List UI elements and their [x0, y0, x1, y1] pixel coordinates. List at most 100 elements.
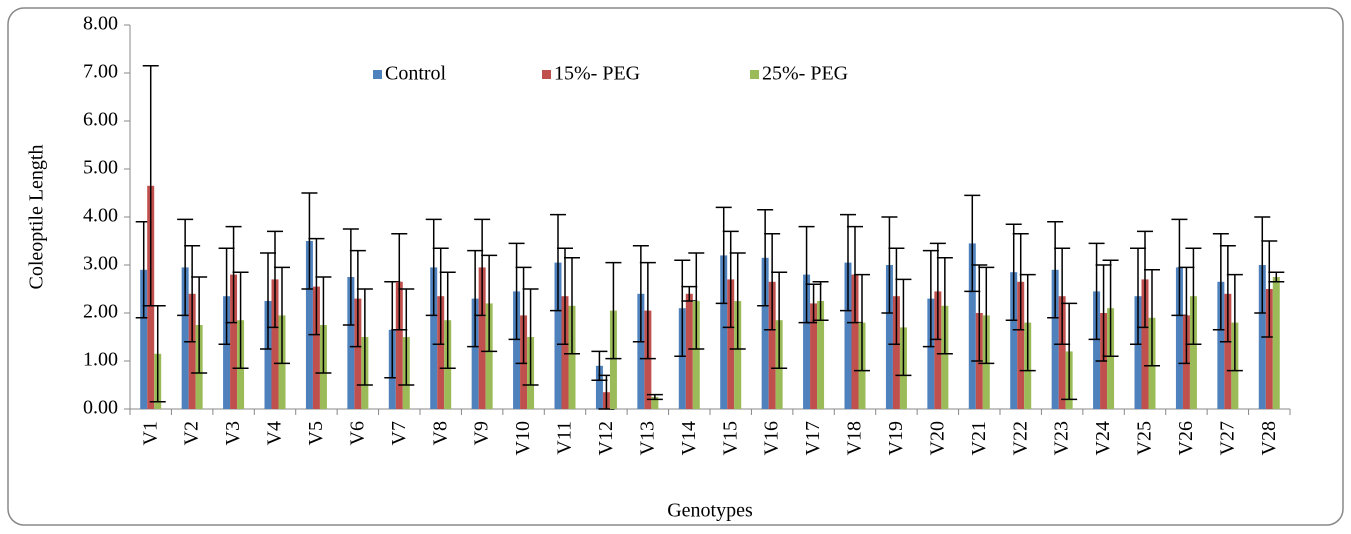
x-tick-label: V8: [429, 421, 451, 445]
x-tick-label: V2: [181, 421, 203, 445]
legend-label: 15%- PEG: [554, 63, 640, 85]
error-bar: [439, 271, 456, 369]
x-tick-label: V23: [1051, 421, 1073, 455]
error-bar: [191, 276, 208, 374]
bar: [140, 269, 148, 409]
error-bar: [398, 288, 415, 386]
bar: [1093, 291, 1101, 409]
bar: [1175, 267, 1183, 409]
error-bar: [391, 233, 408, 331]
y-tick-label: 0.00: [83, 397, 118, 419]
bar: [513, 291, 521, 409]
bar: [430, 267, 438, 409]
bar: [934, 291, 942, 409]
bar: [1224, 293, 1232, 409]
error-bar: [522, 288, 539, 386]
legend-swatch: [373, 70, 382, 79]
y-tick-label: 2.00: [83, 301, 118, 323]
bar: [264, 301, 272, 409]
bar: [1217, 281, 1225, 409]
bar: [892, 296, 900, 409]
x-tick-label: V24: [1092, 421, 1114, 455]
error-bar: [688, 252, 705, 350]
bar: [354, 298, 362, 409]
bar: [271, 279, 279, 409]
bar: [1010, 272, 1018, 409]
error-bar: [356, 288, 373, 386]
y-axis-title: Coleoptile Length: [26, 145, 48, 290]
error-bar: [978, 266, 995, 365]
error-bar: [564, 257, 580, 355]
error-bar: [729, 252, 746, 350]
bar: [644, 310, 652, 409]
x-tick-label: V10: [512, 421, 534, 455]
error-bar: [646, 393, 663, 401]
x-tick-label: V9: [471, 421, 493, 445]
x-tick-label: V13: [636, 421, 658, 455]
x-tick-label: V16: [761, 421, 783, 455]
bar: [312, 286, 320, 409]
bar: [223, 296, 231, 409]
x-tick-label: V15: [719, 421, 741, 455]
bar: [1051, 269, 1059, 409]
x-tick-label: V1: [139, 421, 161, 445]
bar: [817, 301, 825, 409]
x-tick-label: V27: [1216, 421, 1238, 455]
bar: [188, 293, 196, 409]
x-tick-label: V19: [885, 421, 907, 455]
legend-label: Control: [385, 63, 447, 85]
legend-swatch: [542, 70, 551, 79]
bar: [678, 308, 686, 409]
chart-border: [7, 7, 1344, 526]
x-tick-label: V17: [802, 421, 824, 455]
bar: [478, 267, 486, 409]
x-tick-label: V3: [222, 421, 244, 445]
x-tick-label: V28: [1258, 421, 1280, 455]
bar: [927, 298, 935, 409]
x-tick-label: V22: [1009, 421, 1031, 455]
x-tick-label: V14: [678, 421, 700, 455]
bar: [761, 257, 769, 409]
bar: [844, 262, 852, 409]
bar: [1265, 289, 1273, 409]
error-bar: [149, 305, 166, 403]
x-tick-label: V25: [1134, 421, 1156, 455]
bar: [595, 365, 603, 409]
bar: [1017, 281, 1025, 409]
bar: [568, 305, 576, 409]
bar: [1141, 279, 1149, 409]
x-tick-label: V4: [264, 421, 286, 445]
bar: [803, 274, 811, 409]
x-tick-label: V21: [968, 421, 990, 455]
bar: [637, 293, 645, 409]
x-tick-label: V26: [1175, 421, 1197, 455]
bar: [685, 293, 693, 409]
error-bar: [854, 273, 870, 372]
y-tick-label: 1.00: [83, 349, 118, 371]
bar: [692, 301, 700, 409]
y-tick-label: 3.00: [83, 253, 118, 275]
bar: [720, 255, 728, 409]
error-bar: [605, 261, 622, 360]
error-bar: [964, 194, 981, 293]
x-tick-label: V5: [305, 421, 327, 445]
error-bar: [812, 281, 829, 321]
x-tick-label: V7: [388, 421, 410, 445]
error-bar: [1061, 302, 1078, 401]
bar: [609, 310, 617, 409]
error-bar: [1226, 273, 1243, 372]
error-bar: [639, 261, 656, 360]
bar: [181, 267, 189, 409]
bar: [727, 279, 735, 409]
bar: [485, 303, 493, 409]
x-tick-label: V18: [844, 421, 866, 455]
bar: [1107, 308, 1115, 409]
bar: [437, 296, 445, 409]
y-tick-label: 7.00: [83, 61, 118, 83]
error-bar: [232, 271, 249, 369]
bar: [851, 274, 859, 409]
error-bar: [1268, 271, 1285, 283]
bar: [1134, 296, 1142, 409]
error-bar: [315, 276, 332, 374]
